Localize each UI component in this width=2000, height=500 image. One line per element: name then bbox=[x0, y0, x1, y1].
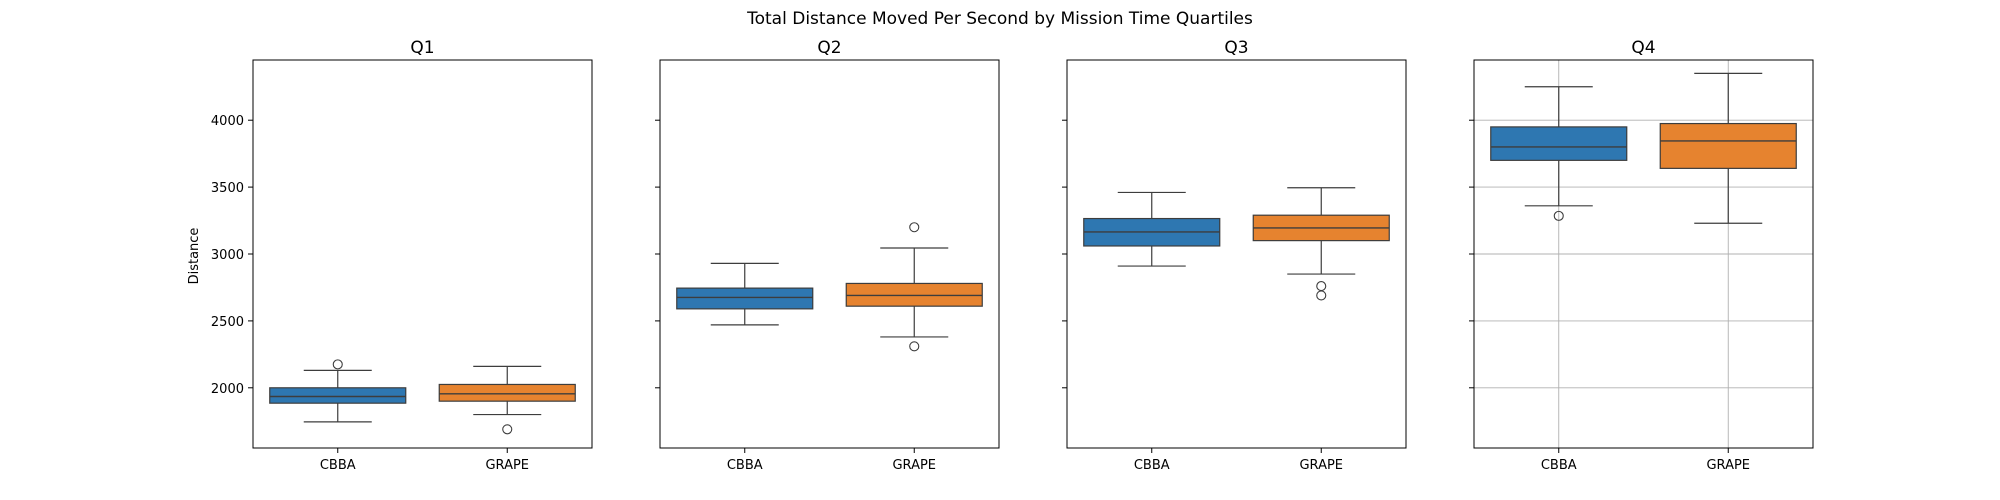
box-grape bbox=[438, 365, 576, 435]
box-iqr bbox=[1490, 126, 1628, 161]
x-tick-label: CBBA bbox=[1541, 458, 1577, 473]
y-tick-label: 2000 bbox=[211, 382, 244, 397]
axes-frame bbox=[1066, 59, 1407, 449]
figure-title: Total Distance Moved Per Second by Missi… bbox=[746, 9, 1253, 29]
box-grape bbox=[1659, 72, 1797, 224]
box-grape bbox=[845, 222, 983, 352]
subplot-q4: Q4 CBBA GRAPE bbox=[1469, 38, 1814, 473]
outlier-point bbox=[502, 424, 513, 435]
axes-frame bbox=[659, 59, 1000, 449]
subplot-title: Q1 bbox=[410, 38, 434, 58]
outlier-point bbox=[909, 341, 920, 352]
box-cbba bbox=[676, 262, 814, 326]
box-iqr bbox=[438, 383, 576, 402]
y-tick-label: 4000 bbox=[211, 114, 244, 129]
x-tick-label: CBBA bbox=[727, 458, 763, 473]
x-tick-label: GRAPE bbox=[485, 458, 529, 473]
box-iqr bbox=[676, 287, 814, 310]
subplot-title: Q3 bbox=[1224, 38, 1248, 58]
y-axis-label: Distance bbox=[187, 228, 202, 285]
subplot-q1: Q1 CBBA GRAPE 2000 2500 3000 3500 4000 bbox=[211, 38, 593, 473]
subplot-panels: Q1 CBBA GRAPE 2000 2500 3000 3500 4000 Q2 CBBA GRA… bbox=[211, 38, 1814, 473]
subplot-q2: Q2 CBBA GRAPE bbox=[655, 38, 1000, 473]
x-tick-label: CBBA bbox=[1134, 458, 1170, 473]
subplot-title: Q4 bbox=[1631, 38, 1655, 58]
box-iqr bbox=[1659, 122, 1797, 169]
x-tick-label: GRAPE bbox=[892, 458, 936, 473]
box-grape bbox=[1252, 187, 1390, 301]
subplot-q3: Q3 CBBA GRAPE bbox=[1062, 38, 1407, 473]
subplot-title: Q2 bbox=[817, 38, 841, 58]
outlier-point bbox=[1553, 210, 1564, 221]
y-tick-label: 3000 bbox=[211, 248, 244, 263]
outlier-point bbox=[332, 359, 343, 370]
x-tick-label: GRAPE bbox=[1299, 458, 1343, 473]
box-cbba bbox=[269, 359, 407, 423]
outlier-point bbox=[1316, 281, 1327, 292]
box-iqr bbox=[269, 387, 407, 404]
box-cbba bbox=[1490, 86, 1628, 221]
y-tick-label: 3500 bbox=[211, 181, 244, 196]
outlier-point bbox=[909, 222, 920, 233]
y-tick-label: 2500 bbox=[211, 315, 244, 330]
box-cbba bbox=[1083, 191, 1221, 267]
x-tick-label: CBBA bbox=[320, 458, 356, 473]
x-tick-label: GRAPE bbox=[1706, 458, 1750, 473]
outlier-point bbox=[1316, 290, 1327, 301]
